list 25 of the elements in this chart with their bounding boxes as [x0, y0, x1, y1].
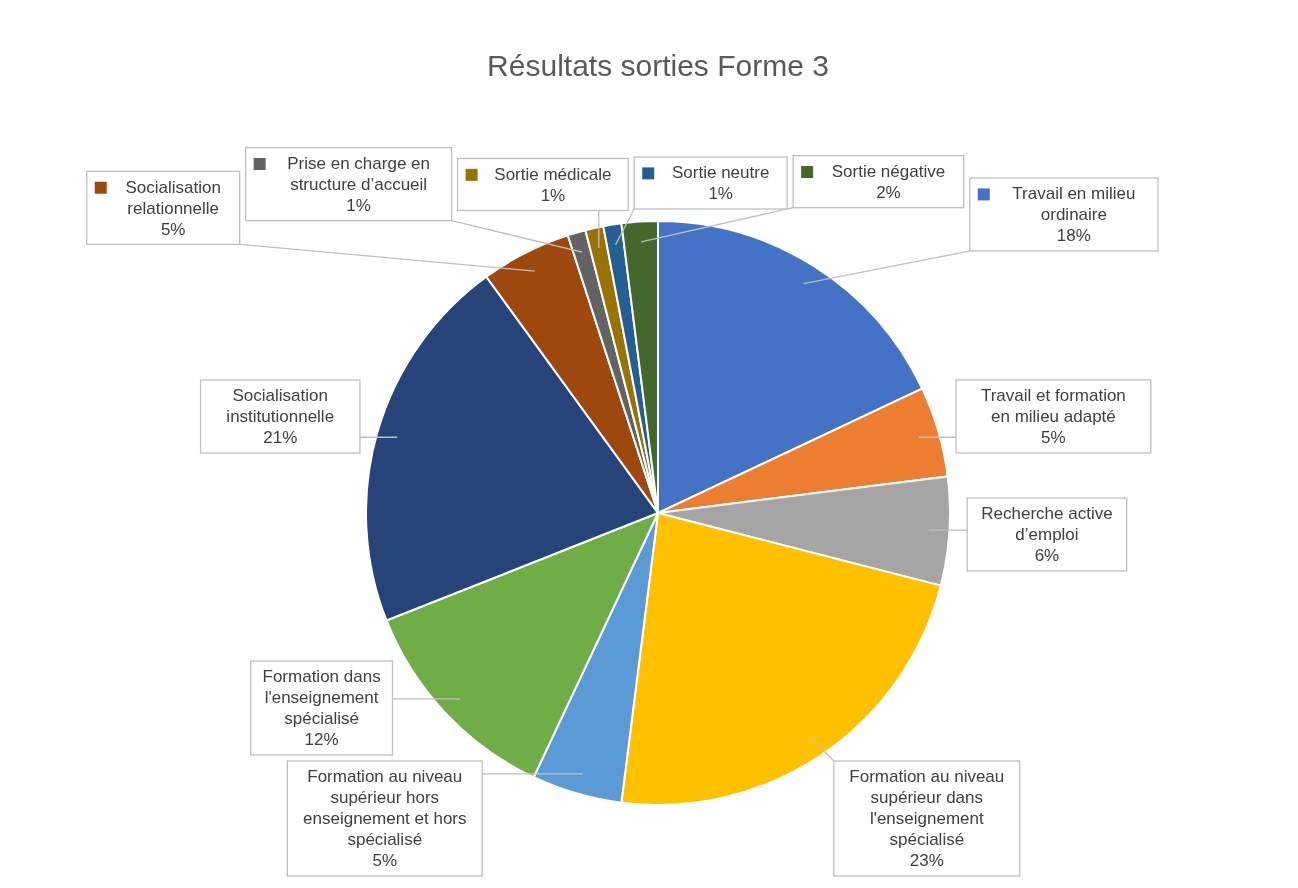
data-label: 1% — [708, 184, 733, 204]
slice-label: Recherche active d’emploi — [981, 504, 1113, 545]
legend-label: Sortie médicale — [494, 164, 612, 184]
data-label: 23% — [909, 851, 944, 871]
data-label: 1% — [540, 185, 566, 205]
data-label: 5% — [372, 851, 398, 871]
legend-label: Travail en milieu ordinaire — [1012, 184, 1136, 225]
slice-label: Socialisation institutionnelle — [226, 386, 335, 427]
legend-label: Socialisation relationnelle — [125, 177, 221, 218]
legend-label: Sortie neutre — [672, 163, 770, 183]
slice-label: Formation au niveau supérieur hors enseignement et hors spécialisé — [303, 767, 467, 850]
data-label: 21% — [263, 428, 298, 448]
data-label: 2% — [876, 183, 901, 203]
legend-label: Prise en charge en structure d’accueil — [287, 153, 430, 194]
legend-label: Sortie négative — [831, 162, 946, 182]
data-label: 5% — [1041, 428, 1066, 448]
data-label: 5% — [160, 219, 186, 239]
data-label: 1% — [346, 195, 371, 215]
chart-title: Résultats sorties Forme 3 — [487, 49, 829, 82]
slice-label: Formation au niveau supérieur dans l'enseignement spécialisé — [849, 767, 1005, 850]
slice-label: Formation dans l'enseignement spécialisé — [262, 667, 381, 729]
data-label: 18% — [1056, 226, 1091, 246]
slice-label: Travail et formation en milieu adapté — [980, 386, 1126, 427]
data-label: 12% — [304, 730, 339, 750]
data-label: 6% — [1034, 546, 1060, 566]
